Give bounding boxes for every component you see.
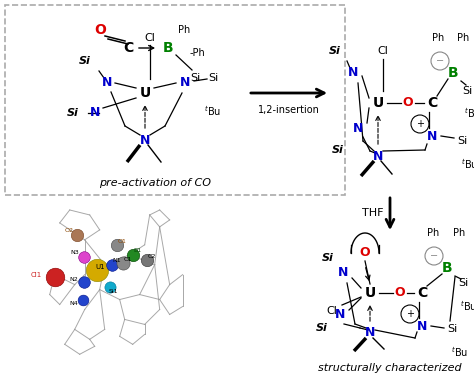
Text: Si: Si: [332, 145, 344, 155]
Text: N4: N4: [69, 301, 78, 306]
Text: O: O: [360, 246, 370, 260]
Point: [113, 242, 120, 248]
Text: N: N: [102, 76, 112, 90]
Point: [73, 232, 81, 238]
Text: Si: Si: [462, 86, 472, 96]
Text: $^t$Bu: $^t$Bu: [460, 299, 474, 313]
Text: +: +: [406, 309, 414, 319]
Text: Si: Si: [458, 278, 468, 288]
Text: N: N: [353, 121, 363, 135]
Text: N: N: [338, 267, 348, 279]
Text: Si1: Si1: [109, 289, 118, 294]
Text: Cl: Cl: [378, 46, 388, 56]
Text: Si: Si: [329, 46, 341, 56]
Text: O2: O2: [64, 229, 73, 233]
Text: N: N: [335, 308, 345, 322]
Text: Ph: Ph: [178, 25, 190, 35]
Text: $^t$Bu: $^t$Bu: [451, 345, 469, 359]
Text: Ph: Ph: [427, 228, 439, 238]
Text: -Ph: -Ph: [190, 48, 206, 58]
Point: [80, 279, 88, 285]
Text: N: N: [140, 133, 150, 147]
Text: C2: C2: [147, 254, 156, 259]
Text: N3: N3: [70, 250, 79, 255]
Text: −: −: [430, 251, 438, 261]
Text: C: C: [427, 96, 437, 110]
Text: Si: Si: [316, 323, 328, 333]
Text: C1: C1: [124, 257, 132, 262]
Text: N1: N1: [112, 258, 121, 263]
Text: THF: THF: [362, 208, 384, 218]
Text: B1: B1: [134, 248, 142, 253]
Text: U1: U1: [95, 264, 104, 270]
Text: N2: N2: [69, 277, 78, 282]
Text: Ph: Ph: [432, 33, 444, 43]
Text: U: U: [139, 86, 151, 100]
Text: Ph: Ph: [453, 228, 465, 238]
Text: N: N: [348, 66, 358, 80]
Text: N: N: [373, 149, 383, 163]
Text: $^t$Bu: $^t$Bu: [204, 104, 221, 118]
Text: Si: Si: [447, 324, 457, 334]
Text: O1: O1: [117, 239, 126, 244]
Text: Cl1: Cl1: [31, 272, 42, 278]
Text: Si: Si: [322, 253, 334, 263]
Text: Cl: Cl: [327, 306, 337, 316]
Text: U: U: [373, 96, 383, 110]
Text: Ph: Ph: [457, 33, 469, 43]
Text: O: O: [395, 286, 405, 300]
Text: C: C: [417, 286, 427, 300]
Text: U: U: [365, 286, 375, 300]
Point: [129, 252, 137, 258]
Text: Si: Si: [208, 73, 218, 83]
Text: structurally characterized: structurally characterized: [318, 363, 462, 373]
Text: Si: Si: [79, 56, 91, 66]
Text: N: N: [90, 106, 100, 120]
Text: N: N: [180, 76, 190, 90]
Text: −: −: [436, 56, 444, 66]
Text: N: N: [365, 326, 375, 340]
Text: Cl: Cl: [145, 33, 155, 43]
Text: N: N: [427, 130, 437, 142]
Text: +: +: [416, 119, 424, 129]
Text: 1,2-insertion: 1,2-insertion: [258, 105, 320, 115]
Point: [80, 254, 88, 260]
Text: pre-activation of CO: pre-activation of CO: [99, 178, 211, 188]
Point: [143, 256, 150, 263]
Text: O: O: [403, 97, 413, 109]
Text: Si: Si: [67, 108, 79, 118]
Point: [93, 267, 100, 273]
Text: B: B: [447, 66, 458, 80]
Point: [108, 262, 116, 268]
Text: $^t$Bu: $^t$Bu: [465, 106, 474, 120]
Point: [119, 260, 127, 266]
Point: [51, 274, 58, 280]
Text: C: C: [123, 41, 133, 55]
Text: N: N: [417, 319, 427, 333]
Text: O: O: [94, 23, 106, 37]
Text: B: B: [163, 41, 173, 55]
Text: Si: Si: [457, 136, 467, 146]
Text: $^t$Bu: $^t$Bu: [461, 157, 474, 171]
Text: B: B: [442, 261, 452, 275]
Text: Si: Si: [190, 73, 200, 83]
Point: [79, 296, 86, 303]
Point: [106, 284, 113, 290]
